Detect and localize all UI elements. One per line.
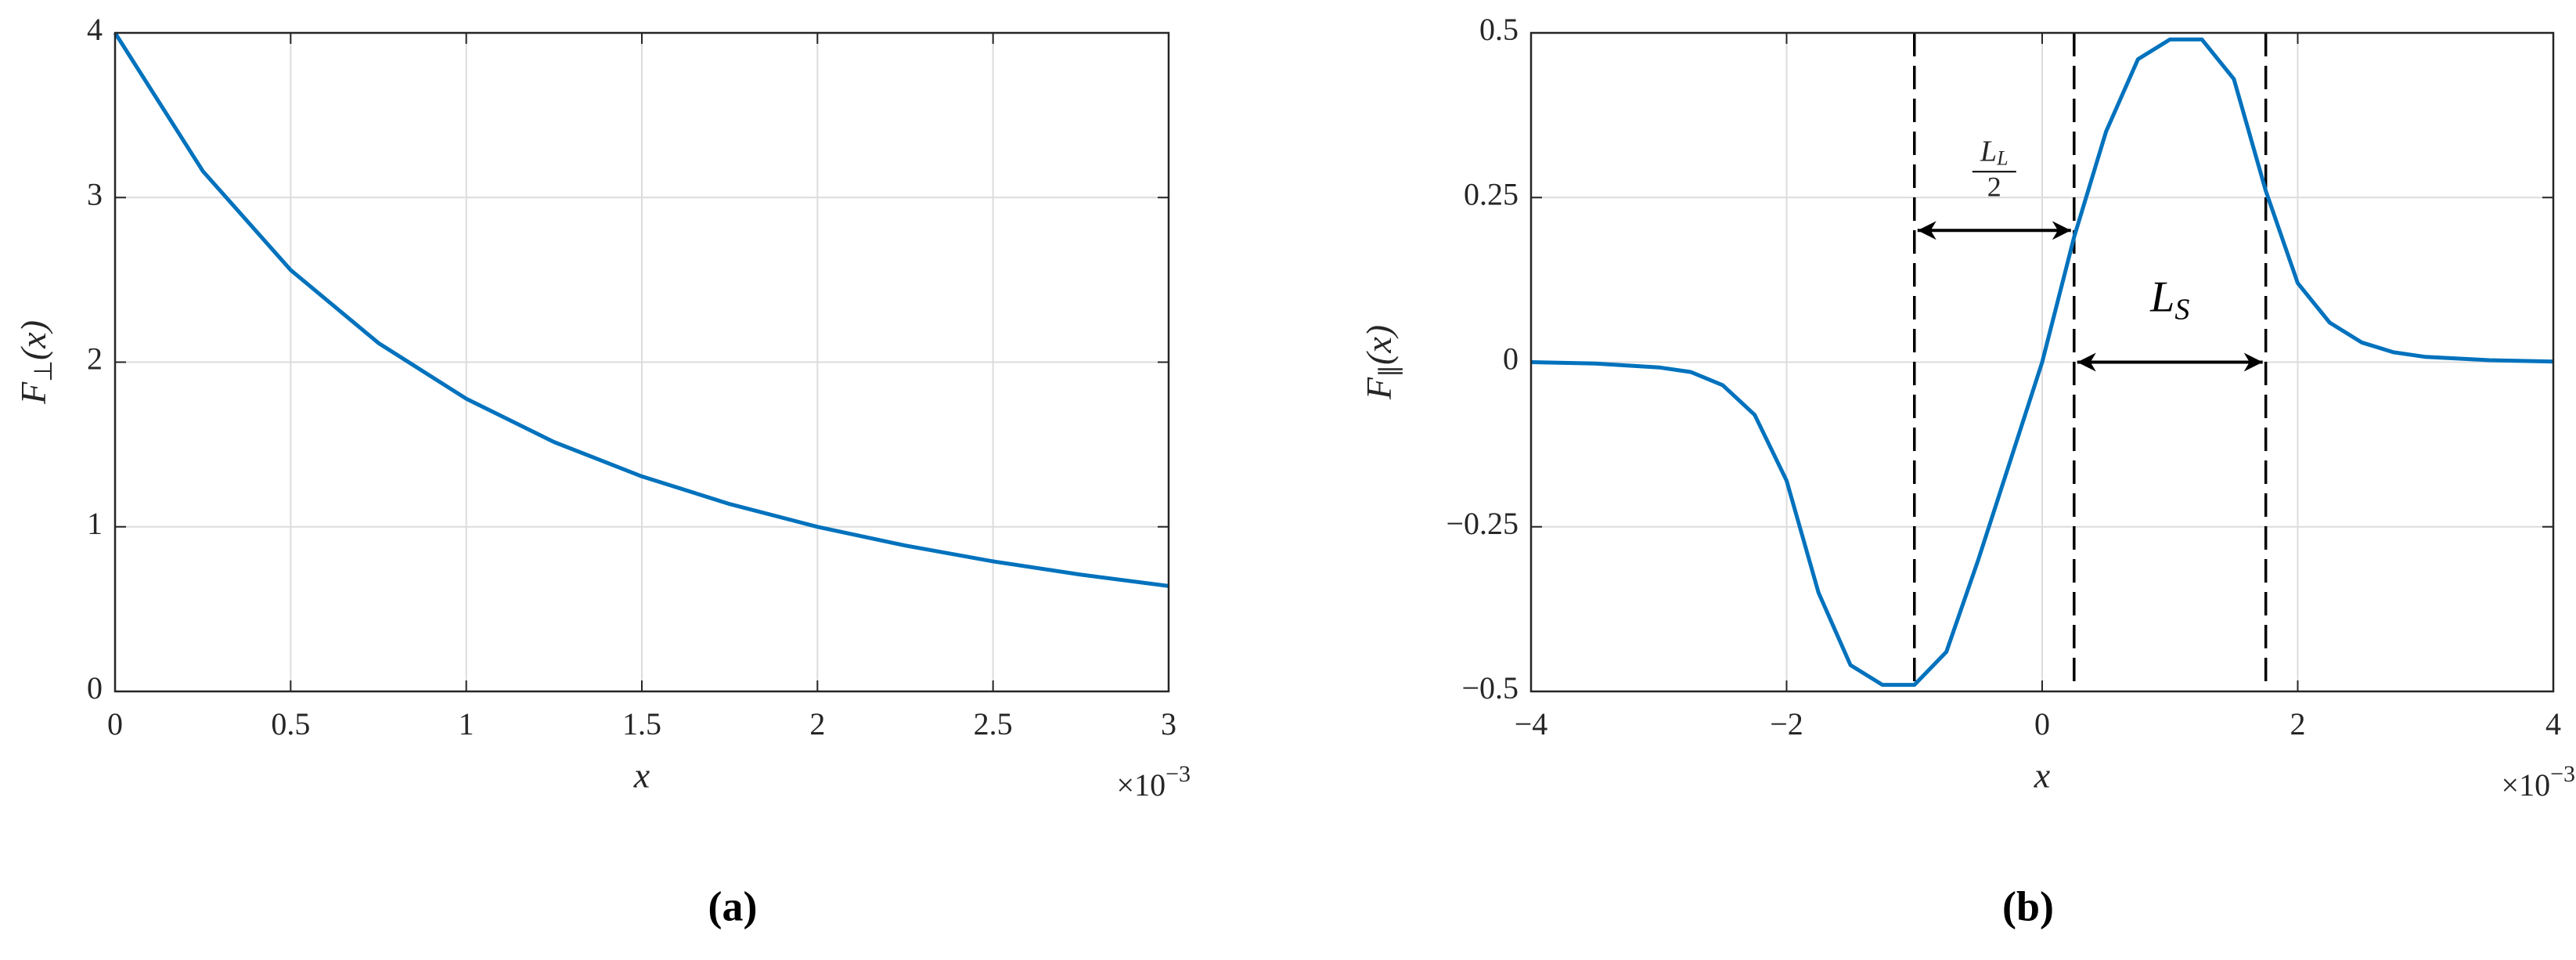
x-multiplier: ×10−3	[2502, 761, 2575, 803]
ylabel-tail: (x)	[13, 320, 53, 360]
y-tick-label: 3	[87, 176, 103, 211]
ylabel-main: F	[13, 381, 53, 405]
x-multiplier: ×10−3	[1117, 761, 1191, 803]
x-axis-label: x	[2034, 756, 2051, 796]
panel-label: (b)	[2002, 882, 2054, 929]
ylabel-sub: ∥	[1374, 365, 1403, 377]
panel-label: (a)	[708, 882, 758, 929]
y-tick-label: 4	[87, 12, 103, 47]
x-tick-label: 1	[459, 706, 474, 742]
multiplier-base: ×10	[2502, 767, 2551, 803]
y-tick-label: 0	[1503, 341, 1519, 377]
axes-box	[1529, 31, 2555, 693]
arrow-label: LS	[2149, 272, 2189, 326]
x-tick-label: 4	[2545, 706, 2561, 742]
x-tick-label: 0	[107, 706, 123, 742]
x-tick-label: 1.5	[622, 706, 661, 742]
x-tick-label: 0	[2034, 706, 2050, 742]
x-tick-label: 3	[1161, 706, 1176, 742]
x-tick-label: −4	[1515, 706, 1548, 742]
x-tick-label: 2	[809, 706, 825, 742]
ylabel-tail: (x)	[1359, 325, 1399, 365]
data-line	[1530, 37, 2554, 688]
x-tick-label: 0.5	[271, 706, 310, 742]
label-sub: L	[1996, 146, 2008, 169]
y-tick-label: −0.25	[1446, 506, 1519, 541]
arrow-label-den: 2	[1987, 171, 2001, 203]
y-tick-label: −0.5	[1461, 670, 1519, 706]
y-tick-label: 1	[87, 506, 103, 541]
multiplier-exp: −3	[2550, 761, 2575, 787]
x-tick-label: −2	[1770, 706, 1803, 742]
ylabel-sub: ⊥	[29, 360, 57, 382]
label-main: L	[2149, 272, 2174, 321]
ylabel-main: F	[1359, 377, 1399, 400]
y-axis-label: F∥(x)	[1359, 325, 1403, 400]
y-tick-label: 0	[87, 670, 103, 706]
multiplier-exp: −3	[1166, 761, 1191, 787]
data-line	[113, 31, 1169, 588]
y-tick-label: 0.25	[1464, 176, 1519, 211]
multiplier-base: ×10	[1117, 767, 1166, 803]
y-axis-label: F⊥(x)	[13, 320, 58, 405]
x-tick-label: 2.5	[974, 706, 1013, 742]
y-tick-label: 2	[87, 341, 103, 377]
label-main: L	[1980, 135, 1997, 168]
label-sub: S	[2174, 293, 2189, 326]
arrow-label: LL	[1980, 135, 2009, 169]
axes-box	[113, 31, 1170, 693]
x-tick-label: 2	[2290, 706, 2306, 742]
y-tick-label: 0.5	[1479, 12, 1519, 47]
x-axis-label: x	[633, 756, 650, 796]
